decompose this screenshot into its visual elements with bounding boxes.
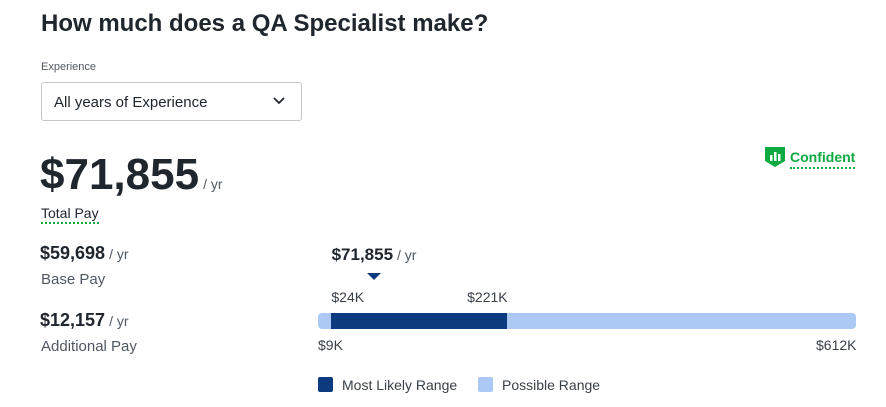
median-label-group: $71,855/ yr xyxy=(332,245,417,265)
median-label: $71,855 xyxy=(331,245,394,264)
total-pay: $71,855/ yr xyxy=(40,150,223,200)
chevron xyxy=(273,97,285,105)
legend-label: Most Likely Range xyxy=(342,377,458,393)
base-pay: $59,698/ yr xyxy=(40,243,129,264)
base-amount: $59,698 xyxy=(40,243,106,263)
median-unit: / yr xyxy=(397,247,417,263)
confidence-icon xyxy=(765,147,785,167)
legend-swatch xyxy=(478,377,493,392)
total-label[interactable]: Total Pay xyxy=(41,205,99,224)
experience-dropdown[interactable]: All years of Experience xyxy=(41,82,302,121)
confidence-label[interactable]: Confident xyxy=(790,149,856,169)
min-label: $9K xyxy=(318,337,343,353)
likely-high-label: $221K xyxy=(467,289,508,305)
additional-label: Additional Pay xyxy=(41,338,137,355)
additional-pay: $12,157/ yr xyxy=(40,310,129,331)
likely-low-label: $24K xyxy=(331,289,365,305)
median-marker xyxy=(367,273,382,280)
legend-swatch xyxy=(318,377,333,392)
dropdown-value: All years of Experience xyxy=(54,94,208,111)
legend-label: Possible Range xyxy=(502,377,601,393)
base-unit: / yr xyxy=(109,246,129,262)
base-label: Base Pay xyxy=(41,271,106,288)
total-unit: / yr xyxy=(203,176,223,192)
additional-unit: / yr xyxy=(109,313,129,329)
total-amount: $71,855 xyxy=(40,150,200,199)
additional-amount: $12,157 xyxy=(40,310,106,330)
max-label: $612K xyxy=(816,337,857,353)
filter-label: Experience xyxy=(41,61,97,73)
likely-range-bar xyxy=(331,313,508,329)
page-title: How much does a QA Specialist make? xyxy=(41,10,489,37)
